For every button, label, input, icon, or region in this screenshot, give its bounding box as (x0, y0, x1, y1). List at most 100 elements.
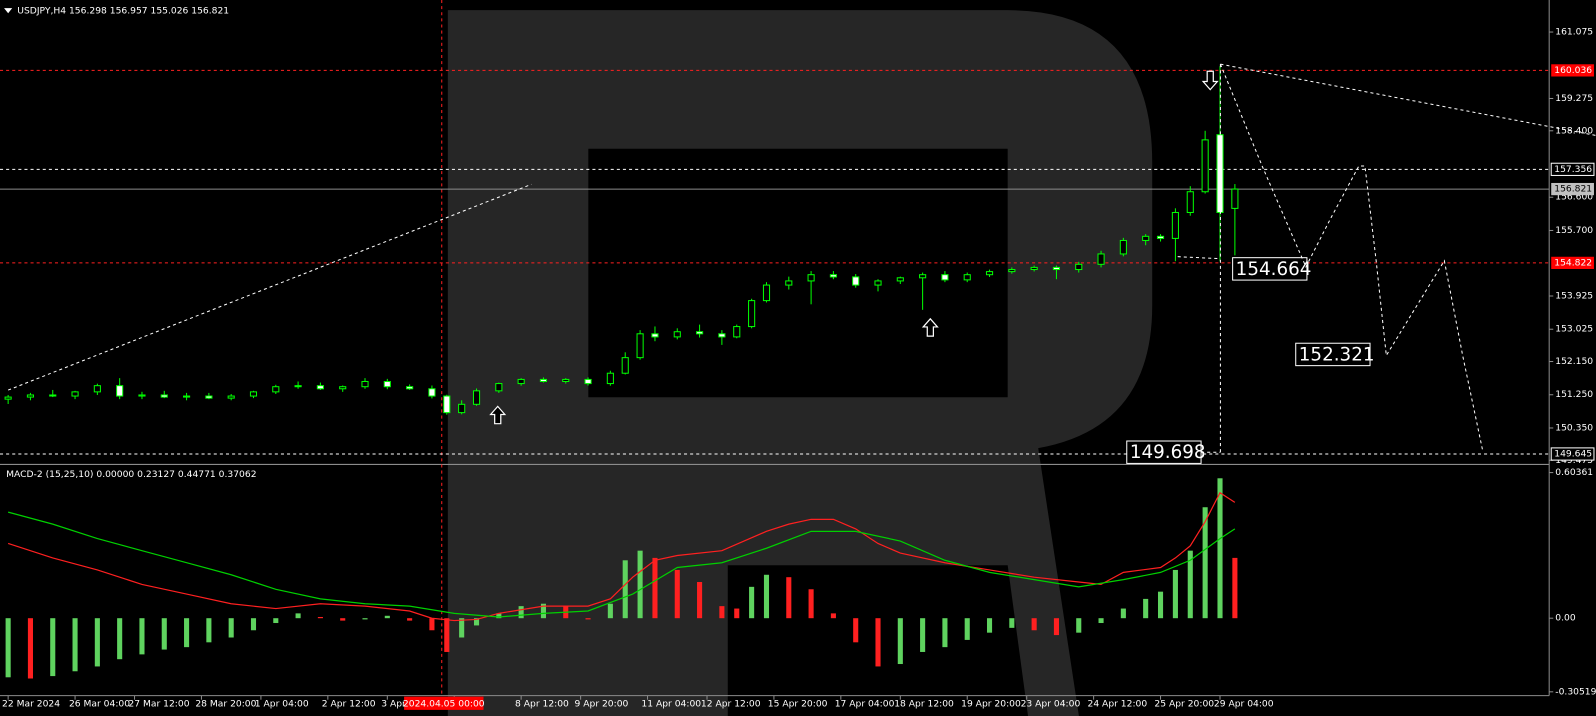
histogram-bar (473, 618, 480, 626)
histogram-bar (1217, 478, 1223, 619)
up-arrow (489, 405, 507, 425)
histogram-bar (1232, 557, 1238, 619)
candle-body (621, 357, 629, 374)
histogram-bar (986, 618, 993, 633)
x-tick-label: 8 Apr 12:00 (515, 698, 569, 709)
histogram-bar (1009, 618, 1015, 628)
candle-body (985, 271, 994, 276)
candle-body (458, 403, 466, 414)
candle-body (1030, 266, 1038, 271)
analysis-drawings (7, 63, 1596, 453)
candle-body (49, 394, 57, 397)
histogram-bar (117, 618, 123, 660)
histogram-bar (139, 618, 145, 655)
level-label-box (1550, 162, 1595, 176)
candle-body (733, 326, 741, 338)
histogram-bar (964, 618, 970, 640)
y-tick-label: 152.150 (1555, 356, 1593, 367)
candle-body (316, 385, 324, 390)
histogram-bar (340, 618, 346, 621)
forecast-label: 152.321 (1299, 344, 1375, 365)
histogram-bar (830, 613, 836, 619)
histogram-bar (5, 618, 11, 678)
histogram-bar (459, 618, 465, 638)
y-tick-label: 155.700 (1555, 225, 1593, 236)
candle-body (606, 372, 614, 385)
x-tick-label: 23 Apr 04:00 (1021, 698, 1081, 709)
y-tick-label: 161.075 (1555, 27, 1593, 38)
down-arrow (1201, 70, 1219, 91)
histogram-bar (652, 557, 658, 619)
forecast-label: 149.698 (1130, 442, 1206, 463)
candle-body (963, 274, 971, 281)
arrows (489, 70, 1219, 425)
candle-body (339, 386, 347, 390)
candle-body (1186, 191, 1194, 213)
level-label: 157.356 (1554, 164, 1592, 175)
candle-body (1142, 235, 1150, 241)
histogram-bar (540, 603, 546, 619)
y-tick-label: 153.025 (1555, 324, 1593, 335)
symbol-menu-icon (4, 8, 13, 14)
histogram-bar (734, 608, 740, 619)
candle-body (116, 385, 124, 397)
crosshair-label: 2024.04.05 00:00 (403, 696, 485, 710)
histogram-bar (897, 618, 903, 665)
x-tick-label: 27 Mar 12:00 (128, 698, 189, 709)
histogram-bar (362, 618, 368, 620)
candle-body (406, 386, 414, 390)
histogram-bar (786, 577, 792, 619)
candle-body (1097, 253, 1105, 265)
level-label-box (1550, 447, 1595, 461)
candle-body (138, 394, 146, 397)
x-tick-label: 15 Apr 20:00 (768, 698, 828, 709)
candle-body (428, 388, 436, 397)
histogram-bar (1031, 618, 1037, 631)
y-tick-label: 159.275 (1555, 93, 1593, 104)
y-tick-label: 158.400 (1555, 125, 1593, 136)
candle-body (539, 378, 548, 383)
histogram-bar (273, 618, 279, 624)
crosshair-label-box (404, 696, 484, 710)
candle-body (941, 274, 949, 281)
histogram-bar (1202, 507, 1208, 619)
candle-body (1075, 263, 1083, 271)
x-tick-label: 24 Apr 12:00 (1088, 698, 1148, 709)
candle-body (1008, 269, 1016, 273)
indicator-title: MACD-2 (15,25,10) 0.00000 0.23127 0.4477… (6, 469, 256, 480)
up-arrow (921, 317, 939, 337)
forecast-path (1219, 63, 1484, 453)
forecast-label: 154.664 (1236, 259, 1312, 280)
watermark (447, 10, 1153, 716)
candle-body (361, 380, 369, 388)
x-tick-label: 25 Apr 20:00 (1154, 698, 1214, 709)
x-tick-label: 2 Apr 12:00 (322, 698, 376, 709)
x-tick-label: 28 Mar 20:00 (195, 698, 256, 709)
histogram-bar (1120, 608, 1126, 619)
y-tick-label: -0.30519 (1555, 686, 1596, 697)
candle-body (495, 383, 503, 392)
candle-body (205, 395, 213, 399)
x-tick-label: 12 Apr 12:00 (701, 698, 761, 709)
x-tick-label: 18 Apr 12:00 (894, 698, 954, 709)
candle-body (874, 280, 882, 286)
histogram-bar (808, 589, 814, 619)
candle-body (673, 331, 681, 338)
candle-body (227, 395, 235, 399)
histogram-bar (496, 613, 502, 619)
x-tick-label: 19 Apr 20:00 (961, 698, 1021, 709)
histogram-bar (1098, 618, 1104, 624)
candle-body (1201, 139, 1209, 193)
histogram-bar (749, 586, 755, 619)
level-label-box (1551, 256, 1594, 269)
histogram-bar (920, 618, 926, 652)
candle-body (807, 274, 815, 282)
candle-body (696, 331, 704, 335)
y-tick-label: 151.250 (1555, 389, 1593, 400)
level-label-box (1551, 64, 1594, 77)
trend-line (1220, 63, 1596, 136)
histogram-bar (853, 618, 859, 643)
candle-body (1052, 266, 1061, 271)
histogram-bar (585, 618, 591, 620)
x-tick-label: 29 Apr 04:00 (1214, 698, 1274, 709)
